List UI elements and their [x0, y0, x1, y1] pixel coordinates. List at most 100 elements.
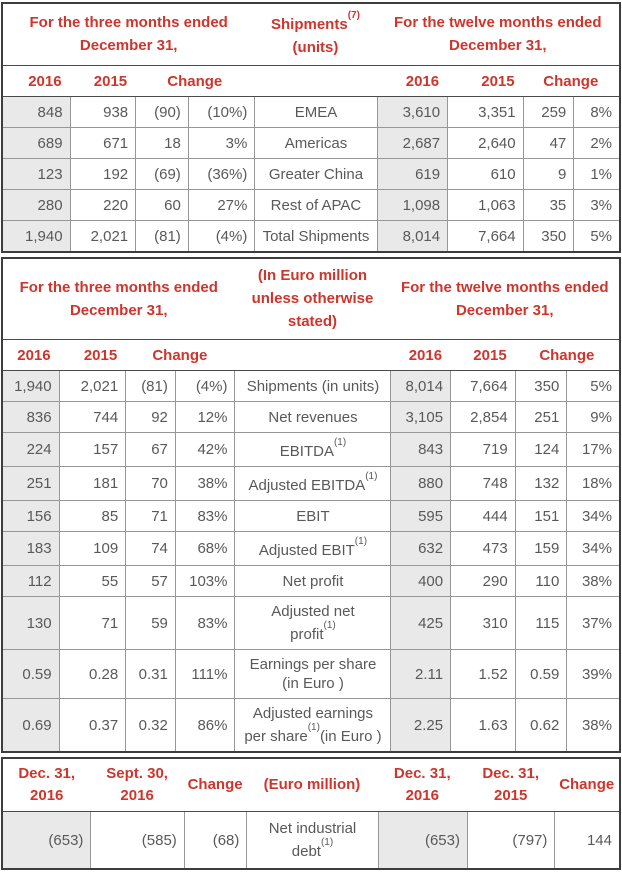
value-cell: 748 [450, 467, 515, 500]
value-cell: 0.32 [125, 699, 175, 751]
value-cell: 224 [3, 433, 59, 466]
value-cell: 3% [573, 190, 619, 220]
value-cell: 689 [3, 128, 70, 158]
value-cell: 92 [125, 402, 175, 432]
row-label: Net industrial debt(1) [246, 812, 377, 868]
financials-table: For the three months ended December 31, … [1, 257, 621, 753]
col-header-2016: 2016 [17, 346, 51, 364]
shipments-title: Shipments(7) (units) [254, 9, 376, 59]
note-line: stated) [287, 313, 338, 330]
period-twelve-months-heading: For the twelve months ended December 31, [377, 9, 619, 59]
value-cell: 74 [125, 532, 175, 565]
net-debt-table-body: (653) (585) (68) Net industrial debt(1) (… [3, 811, 619, 868]
value-cell: 251 [514, 402, 567, 432]
value-cell: 55 [58, 566, 126, 596]
value-cell: 132 [514, 467, 567, 500]
value-cell: 57 [125, 566, 175, 596]
row-label: Adjusted net profit(1) [234, 597, 390, 649]
value-cell: 159 [514, 532, 567, 565]
value-cell: 1% [573, 159, 619, 189]
period-line: December 31, [449, 37, 547, 54]
value-cell: 151 [514, 501, 567, 531]
value-cell: 1.63 [450, 699, 515, 751]
financials-table-body: 1,940 2,021 (81) (4%) Shipments (in unit… [3, 371, 619, 751]
value-cell: 183 [3, 532, 59, 565]
value-cell: 1,098 [376, 190, 448, 220]
value-cell: 42% [174, 433, 235, 466]
value-cell: 8,014 [390, 371, 451, 401]
value-cell: 17% [566, 433, 619, 466]
col-header-change: Change [543, 72, 599, 90]
value-cell: (653) [3, 812, 91, 868]
value-cell: 473 [450, 532, 515, 565]
shipments-table-title-row: For the three months ended December 31, … [3, 4, 619, 65]
col-header-change: Change [539, 346, 595, 364]
value-cell: 109 [58, 532, 126, 565]
value-cell: (585) [90, 812, 183, 868]
period-line: For the three months ended [29, 14, 228, 31]
value-cell: 18% [566, 467, 619, 500]
value-cell: 59 [125, 597, 175, 649]
value-cell: 619 [376, 159, 448, 189]
value-cell: 1,940 [3, 221, 70, 251]
value-cell: 7,664 [450, 371, 515, 401]
value-cell: 86% [174, 699, 235, 751]
period-line: For the three months ended [19, 278, 218, 296]
value-cell: (4%) [187, 221, 255, 251]
value-cell: 71 [125, 501, 175, 531]
period-line: For the twelve months ended [394, 14, 602, 31]
value-cell: 310 [450, 597, 515, 649]
value-cell: 400 [390, 566, 451, 596]
net-debt-table: Dec. 31, 2016 Sept. 30, 2016 Change (Euro … [1, 757, 621, 870]
value-cell: 0.37 [58, 699, 126, 751]
value-cell: 83% [174, 501, 235, 531]
value-cell: 38% [566, 699, 619, 751]
period-twelve-months-heading: For the twelve months ended December 31, [390, 264, 619, 333]
value-cell: 2.25 [390, 699, 451, 751]
col-header-change: Change [559, 776, 615, 793]
col-header-2015: 2015 [481, 72, 515, 90]
footnote-superscript: (1) [354, 536, 368, 547]
value-cell: 938 [69, 97, 136, 127]
value-cell: 34% [566, 532, 619, 565]
value-cell: 0.31 [125, 650, 175, 698]
period-line: December 31, [455, 301, 554, 319]
value-cell: (653) [377, 812, 467, 868]
table-row-net-revenues: 836 744 92 12% Net revenues 3,105 2,854 … [3, 401, 619, 432]
col-header-2016: 2016 [408, 346, 443, 364]
row-label: Adjusted earnings per share(1)(in Euro ) [234, 699, 390, 751]
shipments-title-line: Shipments(7) [271, 10, 360, 33]
value-cell: 719 [450, 433, 515, 466]
footnote-superscript: (1) [323, 620, 336, 631]
table-row-total-shipments: 1,940 2,021 (81) (4%) Total Shipments 8,… [3, 220, 619, 251]
value-cell: 144 [554, 812, 619, 868]
value-cell: 8% [573, 97, 619, 127]
value-cell: 0.59 [514, 650, 567, 698]
value-cell: 68% [174, 532, 235, 565]
shipments-units-line: (units) [292, 39, 339, 56]
value-cell: (69) [135, 159, 188, 189]
table-row-americas: 689 671 18 3% Americas 2,687 2,640 47 2% [3, 127, 619, 158]
value-cell: 8,014 [376, 221, 448, 251]
table-row-adjusted-ebit: 183 109 74 68% Adjusted EBIT(1) 632 473 … [3, 531, 619, 565]
col-header-2015: 2015 [83, 346, 118, 364]
net-debt-header-row: Dec. 31, 2016 Sept. 30, 2016 Change (Euro … [3, 759, 619, 811]
value-cell: 595 [390, 501, 451, 531]
value-cell: 112 [3, 566, 59, 596]
table-row-net-profit: 112 55 57 103% Net profit 400 290 110 38… [3, 565, 619, 596]
value-cell: 5% [573, 221, 619, 251]
value-cell: 0.62 [514, 699, 567, 751]
value-cell: (68) [183, 812, 247, 868]
note-line: (In Euro million [257, 267, 368, 284]
table-row-emea: 848 938 (90) (10%) EMEA 3,610 3,351 259 … [3, 97, 619, 127]
row-label: Rest of APAC [254, 190, 376, 220]
value-cell: 5% [566, 371, 619, 401]
value-cell: 123 [3, 159, 70, 189]
row-label: EBIT [234, 501, 390, 531]
shipments-table-body: 848 938 (90) (10%) EMEA 3,610 3,351 259 … [3, 97, 619, 251]
value-cell: 3,351 [447, 97, 523, 127]
value-cell: 0.28 [58, 650, 126, 698]
value-cell: 251 [3, 467, 59, 500]
row-label: Earnings per share (in Euro ) [234, 650, 390, 698]
value-cell: 610 [447, 159, 523, 189]
